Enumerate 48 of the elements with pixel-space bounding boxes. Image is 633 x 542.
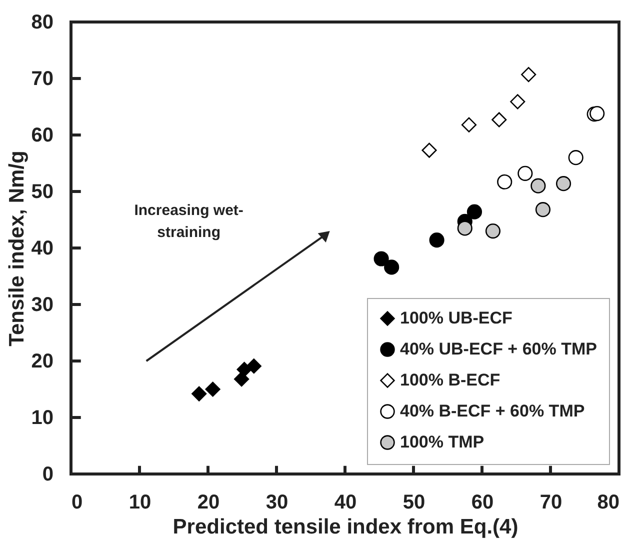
- y-tick-label: 80: [31, 12, 54, 34]
- point: [530, 178, 546, 194]
- point: [429, 232, 444, 248]
- point: [205, 382, 220, 397]
- point: [510, 94, 526, 110]
- point: [521, 67, 536, 82]
- x-axis-title: Predicted tensile index from Eq.(4): [172, 516, 518, 538]
- x-tick-label: 40: [334, 492, 357, 514]
- point: [556, 176, 572, 192]
- x-tick-label: 0: [72, 492, 83, 514]
- point: [535, 202, 551, 218]
- x-tick-label: 20: [197, 492, 220, 514]
- y-axis-title: Tensile index, Nm/g: [5, 150, 28, 346]
- point: [518, 166, 533, 181]
- y-tick-label: 30: [31, 294, 54, 316]
- legend-label: 40% B-ECF + 60% TMP: [400, 402, 585, 420]
- point: [485, 224, 500, 239]
- point: [192, 386, 207, 402]
- point: [246, 358, 262, 374]
- point: [236, 362, 252, 378]
- x-tick-label: 50: [402, 492, 426, 514]
- x-tick-label: 10: [128, 492, 152, 514]
- x-tick-label: 60: [471, 492, 494, 514]
- y-tick-label: 0: [42, 464, 54, 486]
- point: [492, 112, 507, 128]
- legend-label: 40% UB-ECF + 60% TMP: [400, 340, 597, 358]
- point: [568, 150, 584, 166]
- y-tick-label: 20: [31, 350, 54, 372]
- point: [384, 260, 400, 275]
- y-tick-label: 40: [31, 238, 54, 260]
- point: [590, 106, 605, 122]
- legend-label: 100% B-ECF: [400, 370, 500, 390]
- y-tick-label: 50: [31, 181, 54, 203]
- y-tick-label: 70: [31, 68, 54, 90]
- point: [457, 220, 472, 236]
- x-tick-label: 70: [540, 492, 562, 514]
- y-tick-label: 60: [31, 124, 54, 146]
- point: [466, 204, 482, 220]
- legend-label: 100% UB-ECF: [400, 308, 512, 328]
- annotation: Increasing wet-straining: [134, 202, 244, 241]
- legend-label: 100% TMP: [400, 432, 484, 452]
- x-tick-label: 30: [266, 492, 288, 514]
- point: [422, 142, 437, 158]
- y-tick-label: 10: [31, 407, 54, 429]
- point: [497, 174, 512, 190]
- point: [461, 117, 477, 132]
- point: [374, 251, 389, 266]
- x-tick-label: 80: [597, 492, 620, 514]
